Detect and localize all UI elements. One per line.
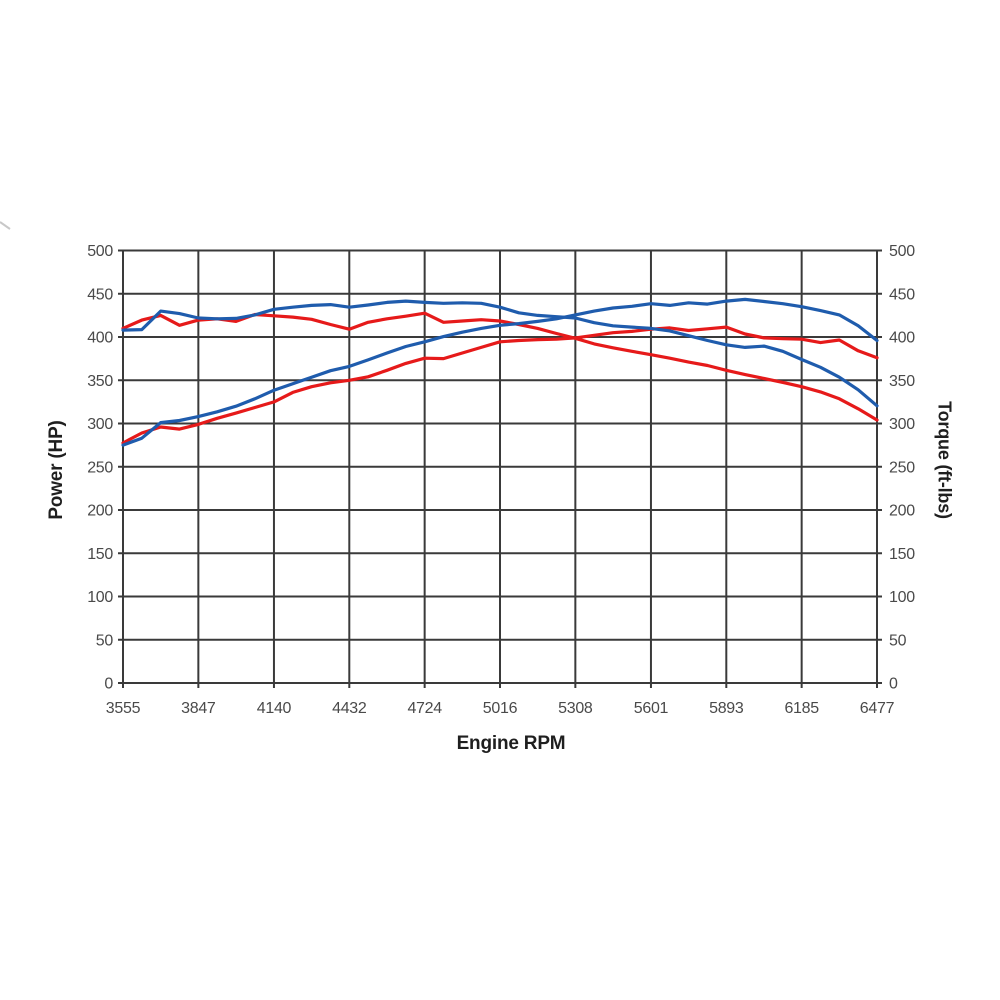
y-tick-label-left: 350 xyxy=(87,373,113,390)
y-tick-label-left: 300 xyxy=(87,416,113,433)
stray-artifact-line xyxy=(0,221,11,230)
x-axis-title-rpm: Engine RPM xyxy=(456,733,566,754)
blue-power-curve xyxy=(121,297,879,447)
curves-group xyxy=(121,297,879,447)
x-tick-label: 6477 xyxy=(860,700,895,717)
grid-group xyxy=(118,249,882,688)
y-tick-label-right: 450 xyxy=(889,286,915,303)
x-tick-label: 5893 xyxy=(709,700,744,717)
y-tick-label-right: 100 xyxy=(889,589,915,606)
x-tick-label: 3847 xyxy=(181,700,216,717)
y-tick-label-right: 50 xyxy=(889,632,907,649)
y-tick-label-right: 200 xyxy=(889,503,915,520)
blue-torque-curve xyxy=(121,299,879,408)
x-tick-label: 5308 xyxy=(558,700,593,717)
y-tick-label-left: 200 xyxy=(87,503,113,520)
y-tick-label-left: 100 xyxy=(87,589,113,606)
y-tick-label-left: 400 xyxy=(87,330,113,347)
x-tick-label: 4432 xyxy=(332,700,367,717)
y-tick-label-left: 150 xyxy=(87,546,113,563)
y-tick-label-left: 250 xyxy=(87,459,113,476)
x-tick-label: 4140 xyxy=(257,700,292,717)
y-tick-label-left: 0 xyxy=(104,676,113,693)
y-tick-label-left: 50 xyxy=(96,632,114,649)
y-tick-label-right: 300 xyxy=(889,416,915,433)
y-axis-title-torque: Torque (ft-lbs) xyxy=(934,401,955,519)
y-tick-label-right: 250 xyxy=(889,459,915,476)
y-tick-label-right: 350 xyxy=(889,373,915,390)
y-axis-title-power: Power (HP) xyxy=(46,420,67,520)
x-tick-label: 6185 xyxy=(784,700,819,717)
y-tick-label-right: 400 xyxy=(889,330,915,347)
y-tick-label-right: 500 xyxy=(889,243,915,260)
y-tick-label-right: 150 xyxy=(889,546,915,563)
y-tick-label-left: 500 xyxy=(87,243,113,260)
x-tick-label: 5016 xyxy=(483,700,518,717)
x-tick-label: 4724 xyxy=(407,700,442,717)
y-tick-label-right: 0 xyxy=(889,676,898,693)
red-power-curve xyxy=(121,325,879,445)
plot-border xyxy=(122,249,878,684)
x-tick-label: 3555 xyxy=(106,700,141,717)
y-tick-label-left: 450 xyxy=(87,286,113,303)
x-tick-label: 5601 xyxy=(634,700,669,717)
